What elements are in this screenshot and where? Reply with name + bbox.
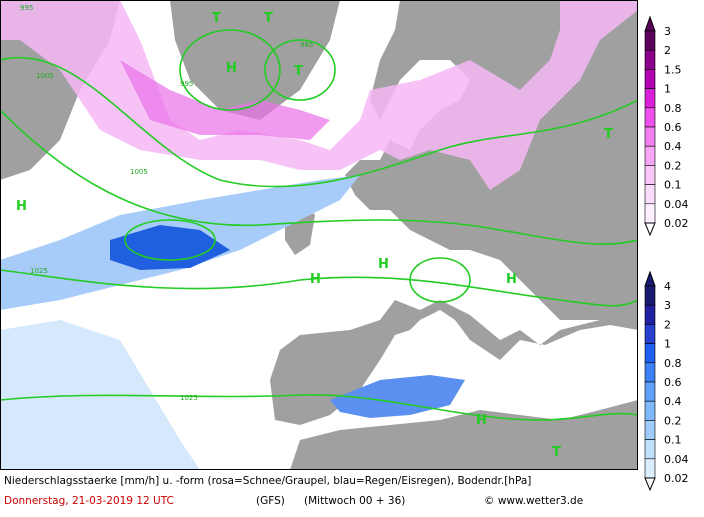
legend-swatch bbox=[644, 126, 656, 147]
legend-arrow bbox=[644, 270, 656, 287]
legend-swatch bbox=[644, 203, 656, 224]
legend-swatch bbox=[644, 285, 656, 306]
map-frame bbox=[0, 0, 638, 470]
land-greenland bbox=[170, 0, 340, 120]
legend-swatch bbox=[644, 400, 656, 421]
legend-label: 4 bbox=[664, 280, 671, 293]
legend-swatch bbox=[644, 145, 656, 166]
pressure-label: H bbox=[226, 61, 237, 76]
legend-label: 2 bbox=[664, 318, 671, 331]
legend-swatch bbox=[644, 458, 656, 479]
legend-swatch bbox=[644, 107, 656, 128]
pressure-label: T bbox=[264, 11, 273, 26]
legend-label: 0.8 bbox=[664, 357, 682, 370]
isobar bbox=[179, 29, 281, 111]
legend-swatch bbox=[644, 420, 656, 440]
rain-med bbox=[330, 375, 465, 418]
isobar-label: 995 bbox=[20, 4, 33, 12]
legend-label: 3 bbox=[664, 299, 671, 312]
legend-swatch bbox=[644, 165, 656, 185]
legend-label: 0.02 bbox=[664, 472, 689, 485]
rain-core bbox=[110, 225, 230, 270]
isobar bbox=[0, 57, 638, 188]
legends: 3 2 1.5 1 0.8 0.6 0.4 0.2 0.1 0.04 0.02 4 3 2 1 0.8 0.6 0… bbox=[644, 15, 689, 492]
legend-label: 2 bbox=[664, 44, 671, 57]
footer-model: (GFS) bbox=[256, 495, 285, 507]
pressure-label: H bbox=[378, 257, 389, 272]
legend-swatch bbox=[644, 49, 656, 70]
legend-label: 1 bbox=[664, 83, 671, 96]
legend-label: 0.04 bbox=[664, 198, 689, 211]
legend-swatch bbox=[644, 343, 656, 364]
footer-description: Niederschlagsstaerke [mm/h] u. -form (ro… bbox=[4, 475, 531, 487]
isobar bbox=[0, 269, 638, 307]
legend-arrow bbox=[644, 477, 656, 492]
pressure-label: T bbox=[552, 445, 561, 460]
legend-label: 0.1 bbox=[664, 434, 682, 447]
legend-label: 1 bbox=[664, 338, 671, 351]
legend-arrow bbox=[644, 222, 656, 237]
legend-swatch bbox=[644, 324, 656, 344]
footer-date: Donnerstag, 21-03-2019 12 UTC bbox=[4, 495, 174, 507]
isobar-label: 1005 bbox=[130, 168, 148, 176]
pressure-label: T bbox=[604, 127, 613, 142]
land-europe-africa bbox=[270, 0, 638, 470]
footer-run: (Mittwoch 00 + 36) bbox=[304, 495, 405, 507]
pressure-label: H bbox=[310, 272, 321, 287]
legend-swatch bbox=[644, 381, 656, 402]
isobar bbox=[409, 257, 471, 303]
footer-credit: © www.wetter3.de bbox=[484, 495, 583, 507]
isobar-label: 1005 bbox=[36, 72, 54, 80]
legend-swatch bbox=[644, 304, 656, 325]
isobar bbox=[124, 219, 216, 261]
pressure-label: H bbox=[16, 199, 27, 214]
legend-label: 0.1 bbox=[664, 179, 682, 192]
legend-arrow bbox=[644, 15, 656, 32]
legend-swatch bbox=[644, 439, 656, 460]
isobar-label: 1025 bbox=[180, 394, 198, 402]
legend-swatch bbox=[644, 88, 656, 109]
isobar-label: 985 bbox=[300, 41, 313, 49]
legend-label: 0.2 bbox=[664, 159, 682, 172]
pressure-label: H bbox=[506, 272, 517, 287]
isobar-label: 995 bbox=[180, 80, 193, 88]
legend-label: 0.04 bbox=[664, 453, 689, 466]
legend-label: 0.02 bbox=[664, 217, 689, 230]
pressure-label: T bbox=[212, 11, 221, 26]
legend-label: 0.4 bbox=[664, 140, 682, 153]
isobar-label: 1025 bbox=[30, 267, 48, 275]
pressure-label: H bbox=[476, 413, 487, 428]
legend-swatch bbox=[644, 362, 656, 383]
pressure-label: T bbox=[294, 64, 303, 79]
legend-swatch bbox=[644, 30, 656, 51]
legend-label: 0.2 bbox=[664, 414, 682, 427]
legend-label: 0.6 bbox=[664, 376, 682, 389]
legend-label: 0.8 bbox=[664, 102, 682, 115]
snow-core bbox=[120, 60, 330, 140]
legend-label: 0.4 bbox=[664, 395, 682, 408]
legend-label: 0.6 bbox=[664, 121, 682, 134]
isobar bbox=[264, 39, 336, 101]
legend-label: 1.5 bbox=[664, 63, 682, 76]
map: T T H T H H H T H H T 995 1005 985 1005 … bbox=[0, 0, 638, 470]
legend-swatch bbox=[644, 69, 656, 89]
legend-label: 3 bbox=[664, 25, 671, 38]
isobar bbox=[0, 393, 638, 421]
isobar bbox=[0, 109, 638, 245]
legend-swatch bbox=[644, 184, 656, 205]
